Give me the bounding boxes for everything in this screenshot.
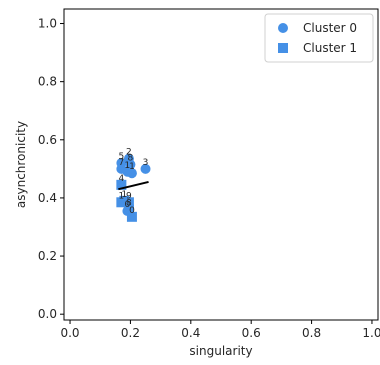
plot-frame (63, 8, 379, 321)
legend-label-cluster-1: Cluster 1 (303, 41, 357, 55)
point-label: 5 (118, 152, 124, 162)
x-tick-label: 0.4 (181, 326, 200, 340)
point-label: 3 (143, 158, 149, 168)
cluster-1-point (123, 197, 134, 208)
point-label: 0 (125, 200, 131, 210)
x-axis-label: singularity (189, 344, 252, 358)
y-tick-label: 0.0 (38, 307, 57, 321)
y-tick-label: 0.2 (38, 249, 57, 263)
legend-box (264, 13, 374, 63)
point-label: 1 (129, 162, 135, 172)
cluster-1-point (116, 179, 127, 190)
point-label: 8 (126, 199, 132, 209)
cluster-1-point (126, 211, 137, 222)
y-tick-label: 0.6 (38, 133, 57, 147)
cluster-0-point (140, 163, 151, 174)
y-tick-label: 1.0 (38, 17, 57, 31)
x-tick-label: 0.0 (60, 326, 79, 340)
y-axis-label: asynchronicity (14, 121, 28, 208)
point-label: 1 (125, 161, 131, 171)
x-tick-label: 0.6 (242, 326, 261, 340)
point-label: 2 (126, 148, 132, 158)
x-tick-label: 0.2 (121, 326, 140, 340)
cluster-0-point (126, 168, 137, 179)
legend-marker-cluster-1 (278, 43, 288, 53)
point-label: 1 (118, 191, 124, 201)
point-label: 8 (128, 154, 134, 164)
point-label: 7 (118, 158, 124, 168)
legend-label-cluster-0: Cluster 0 (303, 21, 357, 35)
x-tick-label: 1.0 (362, 326, 380, 340)
point-label: 1 (122, 190, 128, 200)
y-tick-label: 0.8 (38, 75, 57, 89)
point-label: 0 (129, 206, 135, 216)
x-tick-label: 0.8 (302, 326, 321, 340)
point-label: 4 (118, 174, 124, 184)
point-label: 9 (126, 191, 132, 201)
y-tick-label: 0.4 (38, 191, 57, 205)
legend-marker-cluster-0 (278, 23, 288, 33)
trend-line (118, 180, 149, 191)
cluster-1-point (123, 204, 134, 215)
